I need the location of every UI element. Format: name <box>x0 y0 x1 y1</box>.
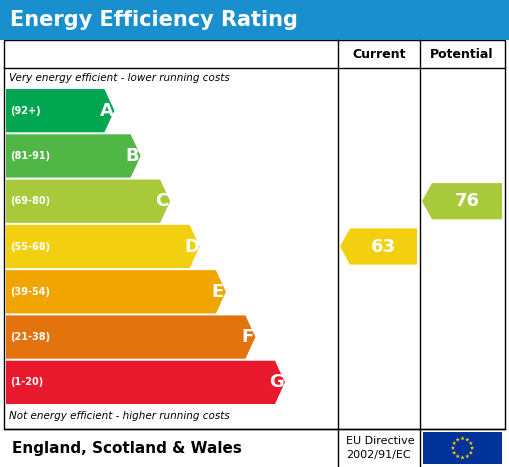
Bar <box>4 40 505 429</box>
Text: (55-68): (55-68) <box>10 241 50 252</box>
Polygon shape <box>6 315 256 359</box>
Polygon shape <box>6 89 115 132</box>
Polygon shape <box>460 455 465 460</box>
Polygon shape <box>452 451 456 454</box>
Text: (21-38): (21-38) <box>10 332 50 342</box>
Text: (81-91): (81-91) <box>10 151 50 161</box>
Text: C: C <box>156 192 169 210</box>
Bar <box>423 432 502 464</box>
Polygon shape <box>456 454 460 458</box>
Text: (92+): (92+) <box>10 106 41 116</box>
Text: B: B <box>126 147 139 165</box>
Text: 63: 63 <box>371 238 396 255</box>
Text: Current: Current <box>352 48 406 61</box>
Polygon shape <box>422 183 502 219</box>
Polygon shape <box>460 436 465 440</box>
Text: E: E <box>212 283 224 301</box>
Polygon shape <box>6 361 285 404</box>
Polygon shape <box>340 228 417 265</box>
Text: 76: 76 <box>455 192 479 210</box>
Polygon shape <box>465 438 469 441</box>
Polygon shape <box>456 438 460 441</box>
Polygon shape <box>6 134 140 177</box>
Text: (39-54): (39-54) <box>10 287 50 297</box>
Polygon shape <box>470 446 474 450</box>
Text: Energy Efficiency Rating: Energy Efficiency Rating <box>10 10 298 30</box>
Polygon shape <box>6 180 170 223</box>
Polygon shape <box>6 225 200 268</box>
Text: (69-80): (69-80) <box>10 196 50 206</box>
Polygon shape <box>6 270 226 313</box>
Polygon shape <box>469 441 473 445</box>
Polygon shape <box>452 441 456 445</box>
Polygon shape <box>465 454 469 458</box>
Text: G: G <box>270 373 285 391</box>
Text: F: F <box>241 328 253 346</box>
Text: England, Scotland & Wales: England, Scotland & Wales <box>12 440 242 455</box>
Text: EU Directive
2002/91/EC: EU Directive 2002/91/EC <box>346 436 415 460</box>
Text: Potential: Potential <box>430 48 494 61</box>
Bar <box>0 0 509 40</box>
Text: D: D <box>184 238 199 255</box>
Text: A: A <box>99 102 114 120</box>
Polygon shape <box>451 446 455 450</box>
Polygon shape <box>469 451 473 454</box>
Text: Not energy efficient - higher running costs: Not energy efficient - higher running co… <box>9 411 230 421</box>
Text: Very energy efficient - lower running costs: Very energy efficient - lower running co… <box>9 73 230 83</box>
Text: (1-20): (1-20) <box>10 377 43 387</box>
